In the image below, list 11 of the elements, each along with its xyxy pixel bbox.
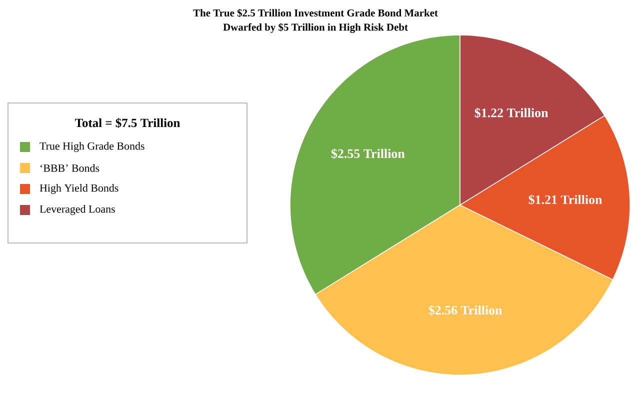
data-label: $2.55 Trillion — [331, 148, 405, 159]
data-label: $1.22 Trillion — [474, 108, 548, 118]
data-label: $2.56 Trillion — [428, 305, 502, 316]
legend-label: Leveraged Loans — [40, 205, 115, 215]
legend-label: True High Grade Bonds — [40, 142, 144, 152]
data-label: $1.21 Trillion — [528, 194, 602, 205]
chart-subtitle: Dwarfed by $5 Trillion in High Risk Debt — [223, 23, 408, 33]
chart-title: The True $2.5 Trillion Investment Grade Bond Market — [193, 8, 438, 18]
legend-title: Total = $7.5 Trillion — [75, 118, 180, 128]
legend-label: High Yield Bonds — [40, 184, 118, 194]
legend-label: ‘BBB’ Bonds — [40, 164, 100, 172]
